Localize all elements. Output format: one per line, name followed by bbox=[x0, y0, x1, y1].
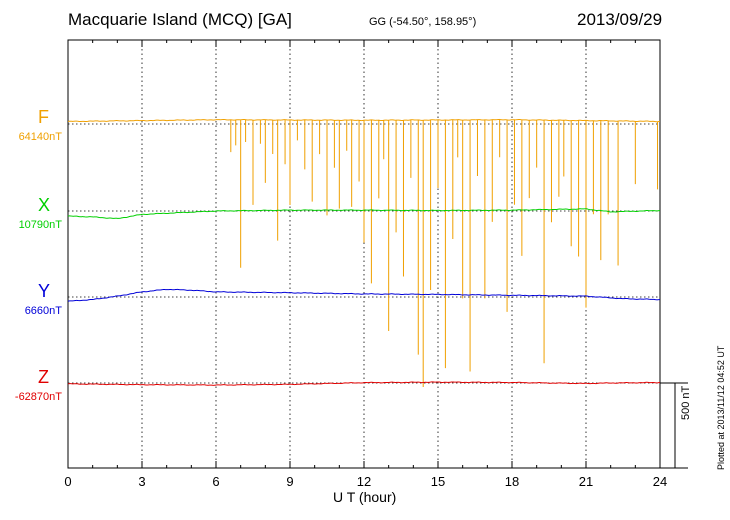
chart-title: Macquarie Island (MCQ) [GA] bbox=[68, 10, 292, 29]
x-tick-label: 6 bbox=[212, 474, 220, 489]
component-label-y: Y bbox=[38, 281, 51, 301]
component-baseline-z: -62870nT bbox=[14, 391, 62, 403]
station-coordinates: GG (-54.50°, 158.95°) bbox=[369, 16, 477, 28]
x-tick-label: 21 bbox=[578, 474, 594, 489]
plotted-timestamp: Plotted at 2013/11/12 04:52 UT bbox=[716, 345, 726, 470]
x-tick-label: 18 bbox=[504, 474, 520, 489]
component-baseline-x: 10790nT bbox=[18, 219, 62, 231]
trace-x bbox=[67, 208, 661, 219]
component-label-z: Z bbox=[38, 367, 49, 387]
component-label-f: F bbox=[38, 107, 49, 127]
x-tick-label: 0 bbox=[64, 474, 72, 489]
trace-z bbox=[67, 381, 661, 386]
x-tick-label: 15 bbox=[430, 474, 446, 489]
x-tick-label: 12 bbox=[356, 474, 372, 489]
x-axis-label: U T (hour) bbox=[333, 489, 397, 505]
component-baseline-y: 6660nT bbox=[24, 305, 62, 317]
x-tick-label: 24 bbox=[652, 474, 668, 489]
component-baseline-f: 64140nT bbox=[18, 131, 62, 143]
x-tick-label: 3 bbox=[138, 474, 146, 489]
trace-f bbox=[67, 118, 661, 387]
component-label-x: X bbox=[38, 195, 51, 215]
scale-bar-label: 500 nT bbox=[680, 385, 692, 420]
chart-date: 2013/09/29 bbox=[577, 10, 663, 29]
trace-y bbox=[67, 288, 661, 302]
x-tick-label: 9 bbox=[286, 474, 294, 489]
